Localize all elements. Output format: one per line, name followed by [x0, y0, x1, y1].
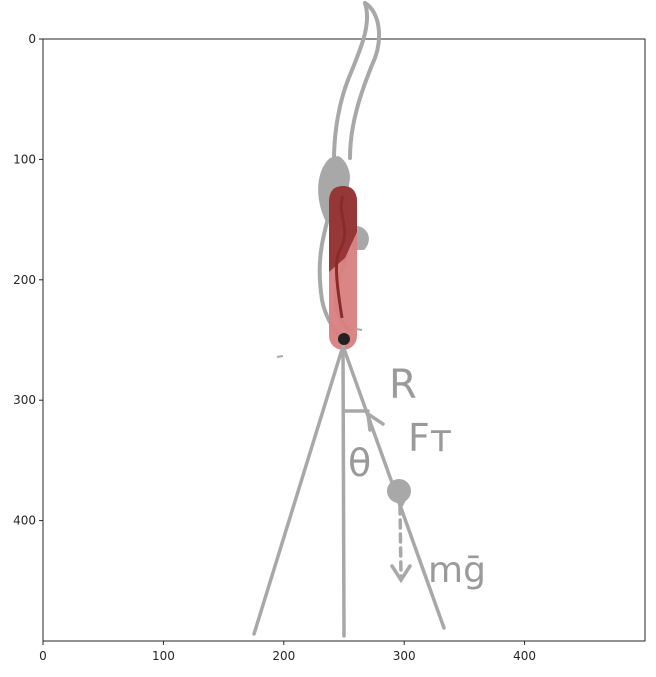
y-tick-label: 100 [13, 152, 36, 166]
y-tick-label: 200 [13, 273, 36, 287]
y-tick-label: 300 [13, 393, 36, 407]
x-tick-label: 200 [272, 649, 295, 663]
y-tick-label: 0 [28, 32, 36, 46]
label-r: R [389, 362, 417, 408]
x-tick-label: 400 [513, 649, 536, 663]
stray-mark-left [277, 356, 283, 357]
label-mg: mḡ [428, 550, 486, 591]
y-tick-label: 400 [13, 514, 36, 528]
x-axis-ticks: 0 100 200 300 400 [39, 641, 536, 663]
x-tick-label: 300 [393, 649, 416, 663]
x-tick-label: 0 [39, 649, 47, 663]
label-ft: Fт [408, 416, 452, 460]
vertical-line [343, 346, 344, 636]
y-axis-ticks: 0 100 200 300 400 [13, 32, 43, 528]
bob [387, 479, 411, 503]
x-tick-label: 100 [152, 649, 175, 663]
stray-mark-right [356, 329, 362, 330]
pivot-point [338, 333, 350, 345]
label-theta: θ [348, 441, 371, 485]
